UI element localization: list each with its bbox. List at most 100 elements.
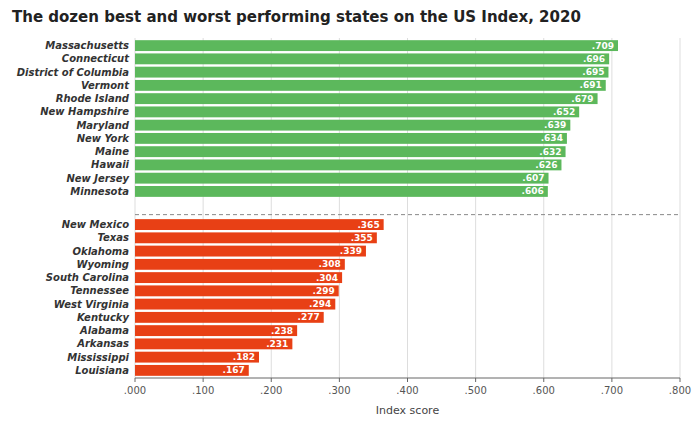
data-label: .632 xyxy=(539,147,561,157)
data-label: .691 xyxy=(580,80,602,90)
data-label: .231 xyxy=(266,339,288,349)
tick-label: .500 xyxy=(464,385,486,396)
bar xyxy=(135,299,335,310)
bar xyxy=(135,133,567,144)
bar xyxy=(135,67,608,78)
data-label: .695 xyxy=(582,67,604,77)
bar xyxy=(135,325,297,336)
data-label: .652 xyxy=(553,107,575,117)
tick-mark xyxy=(203,378,204,382)
title: The dozen best and worst performing stat… xyxy=(12,8,581,26)
category-label: New Jersey xyxy=(66,173,129,184)
category-label: Mississippi xyxy=(67,352,129,363)
category-label: Vermont xyxy=(81,80,130,91)
data-label: .167 xyxy=(223,365,245,375)
grid-line xyxy=(680,38,681,378)
bar xyxy=(135,312,324,323)
tick-mark xyxy=(135,378,136,382)
bar xyxy=(135,365,249,376)
category-label: District of Columbia xyxy=(17,67,129,78)
category-label: New York xyxy=(77,133,131,144)
data-label: .626 xyxy=(535,160,557,170)
bar xyxy=(135,246,366,257)
data-label: .696 xyxy=(583,54,605,64)
bar xyxy=(135,232,377,243)
tick-label: .700 xyxy=(601,385,623,396)
bar xyxy=(135,40,618,51)
tick-label: .000 xyxy=(124,385,146,396)
data-label: .238 xyxy=(271,326,293,336)
category-label: New Mexico xyxy=(62,219,129,230)
category-label: Massachusetts xyxy=(45,40,129,51)
data-label: .709 xyxy=(592,41,614,51)
bar xyxy=(135,186,548,197)
tick-mark xyxy=(543,378,544,382)
tick-mark xyxy=(339,378,340,382)
tick-mark xyxy=(271,378,272,382)
tick-mark xyxy=(407,378,408,382)
data-label: .634 xyxy=(541,133,563,143)
category-label: Oklahoma xyxy=(73,246,130,257)
bar xyxy=(135,173,549,184)
bar xyxy=(135,53,609,64)
bars xyxy=(135,40,618,376)
data-label: .639 xyxy=(544,120,566,130)
category-label: Arkansas xyxy=(76,338,129,349)
data-label: .365 xyxy=(357,220,379,230)
category-label: Louisiana xyxy=(75,365,129,376)
bar xyxy=(135,259,345,270)
category-label: New Hampshire xyxy=(40,106,129,117)
bar xyxy=(135,120,570,131)
category-label: Maryland xyxy=(76,120,129,131)
data-label: .308 xyxy=(319,259,341,269)
data-label: .339 xyxy=(340,246,362,256)
bar xyxy=(135,146,566,157)
tick-label: .200 xyxy=(260,385,282,396)
data-label: .299 xyxy=(312,286,334,296)
category-label: West Virginia xyxy=(54,299,129,310)
data-label: .304 xyxy=(316,273,338,283)
x-axis: .000 .100 .200 .300 .400 .500 .600 .700 .800 Inde… xyxy=(124,378,691,417)
chart: The dozen best and worst performing stat… xyxy=(0,0,700,426)
data-label: .355 xyxy=(351,233,373,243)
tick-label: .800 xyxy=(669,385,691,396)
tick-mark xyxy=(680,378,681,382)
data-label: .606 xyxy=(522,186,544,196)
category-label: Rhode Island xyxy=(56,93,130,104)
category-label: Wyoming xyxy=(76,259,129,270)
bar xyxy=(135,219,384,230)
category-label: Tennessee xyxy=(70,285,129,296)
grid-line xyxy=(611,38,612,378)
category-label: Maine xyxy=(95,146,129,157)
data-label: .294 xyxy=(309,299,331,309)
tick-mark xyxy=(611,378,612,382)
group-separator xyxy=(135,214,680,215)
data-label: .607 xyxy=(522,173,544,183)
data-label: .679 xyxy=(571,94,593,104)
bar xyxy=(135,159,561,170)
x-axis-label: Index score xyxy=(376,404,440,417)
tick-mark xyxy=(475,378,476,382)
bar xyxy=(135,285,339,296)
bar xyxy=(135,272,342,283)
tick-label: .300 xyxy=(328,385,350,396)
category-label: Connecticut xyxy=(62,53,130,64)
tick-label: .100 xyxy=(192,385,214,396)
category-label: Minnesota xyxy=(70,186,129,197)
category-label: Alabama xyxy=(79,325,129,336)
tick-label: .600 xyxy=(533,385,555,396)
labels: Massachusetts .709 Connecticut .696 District… xyxy=(17,40,614,376)
category-label: Kentucky xyxy=(77,312,130,323)
tick-label: .400 xyxy=(396,385,418,396)
category-label: Hawaii xyxy=(91,159,130,170)
category-label: South Carolina xyxy=(46,272,129,283)
category-label: Texas xyxy=(98,232,130,243)
bar xyxy=(135,352,259,363)
bar xyxy=(135,338,292,349)
grid xyxy=(135,38,680,378)
data-label: .277 xyxy=(297,312,319,322)
bar xyxy=(135,106,579,117)
data-label: .182 xyxy=(233,352,255,362)
bar xyxy=(135,93,598,104)
bar xyxy=(135,80,606,91)
